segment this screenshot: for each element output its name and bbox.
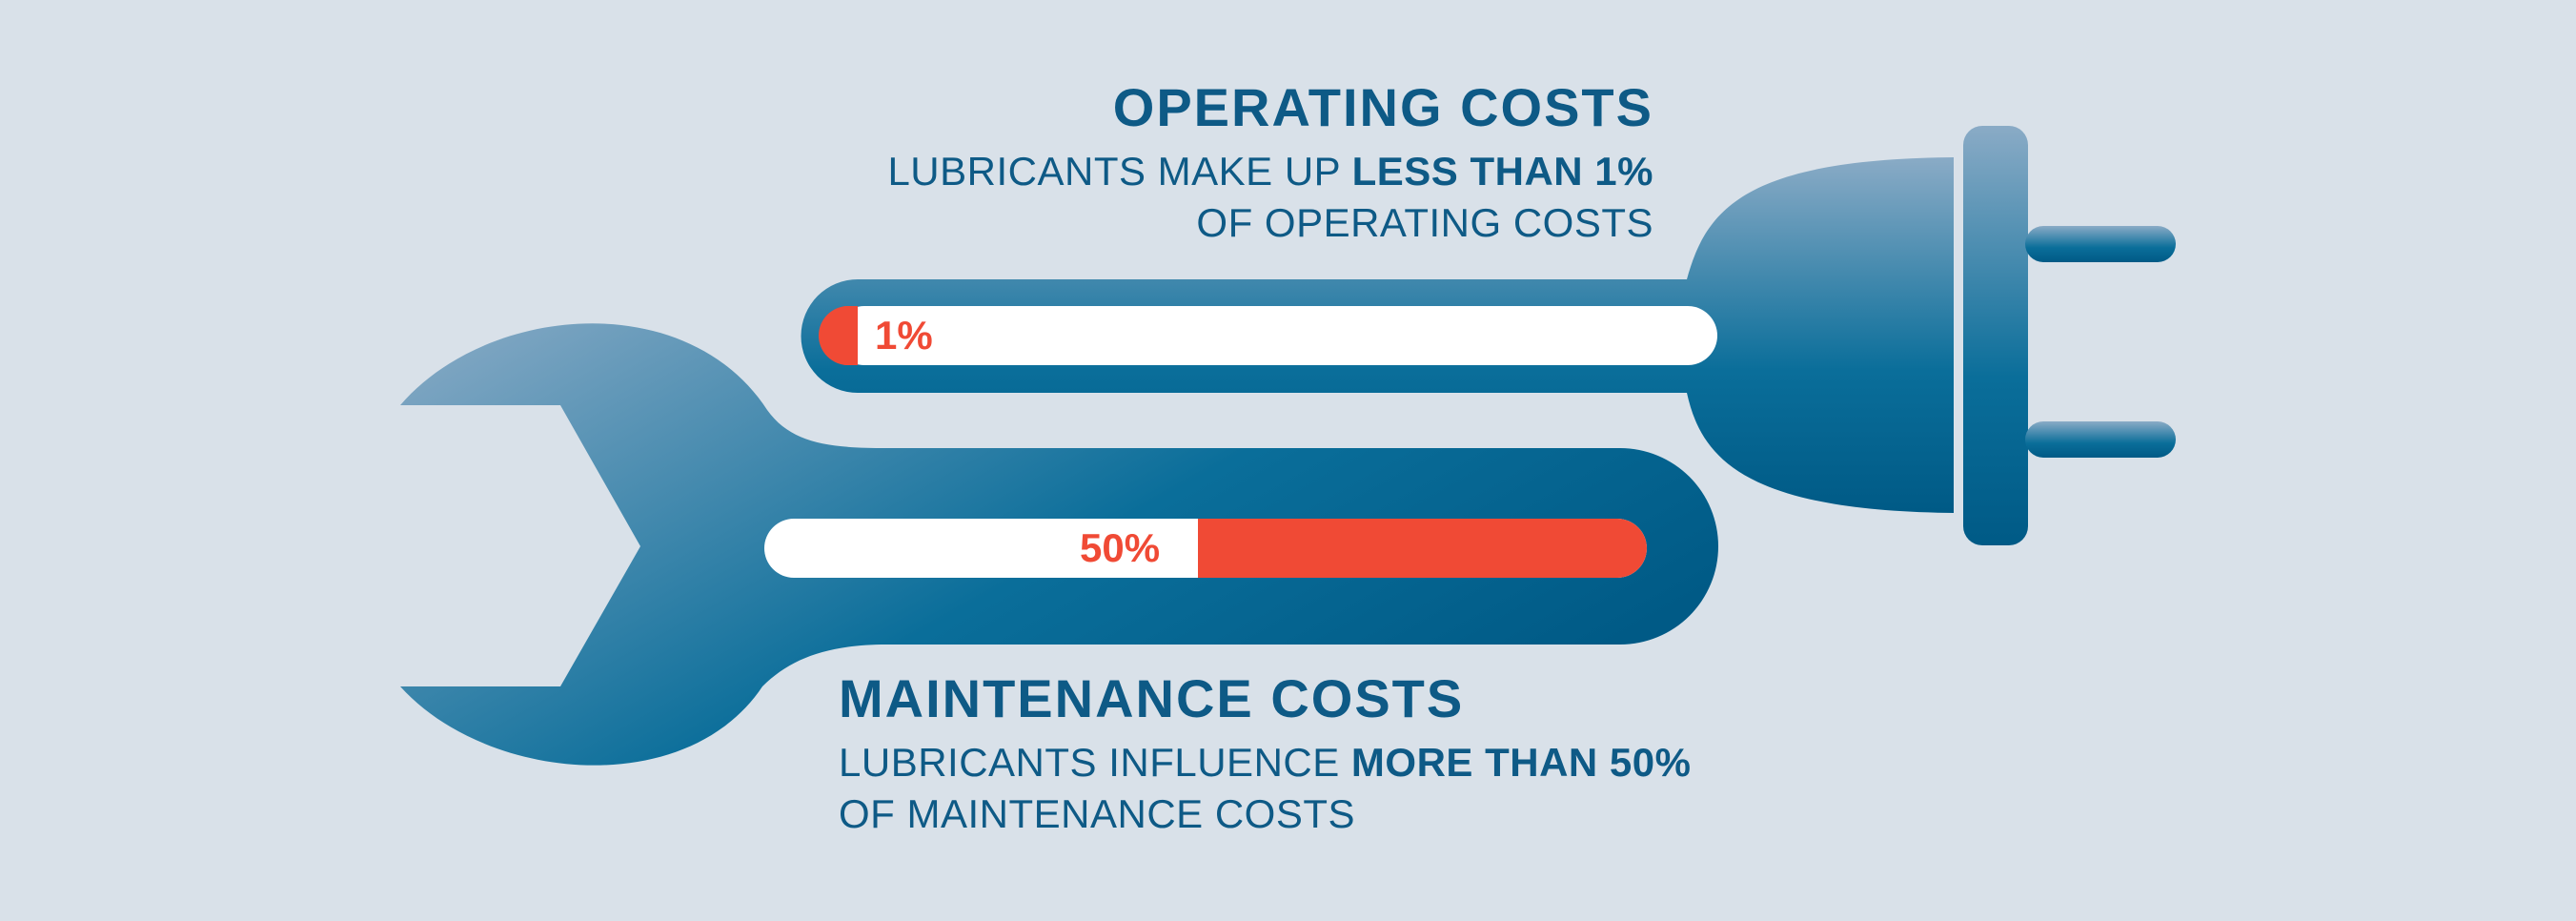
operating-line1-bold: LESS THAN 1%: [1351, 149, 1653, 194]
maintenance-title: MAINTENANCE COSTS: [839, 668, 1465, 728]
maintenance-bar-label: 50%: [1080, 525, 1161, 570]
maintenance-cost-bar: [764, 519, 1647, 578]
operating-bar-label: 1%: [875, 313, 933, 358]
operating-line1: LUBRICANTS MAKE UP LESS THAN 1%: [700, 146, 1653, 197]
maintenance-line1-bold: MORE THAN 50%: [1350, 740, 1692, 785]
operating-line1-prefix: LUBRICANTS MAKE UP: [887, 149, 1352, 194]
maintenance-line1-prefix: LUBRICANTS INFLUENCE: [839, 740, 1351, 785]
operating-cost-bar: [819, 306, 1717, 365]
operating-title: OPERATING COSTS: [1112, 77, 1653, 137]
maintenance-text-block: MAINTENANCE COSTS LUBRICANTS INFLUENCE M…: [839, 667, 1887, 840]
maintenance-line1: LUBRICANTS INFLUENCE MORE THAN 50%: [839, 737, 1887, 788]
maintenance-line2: OF MAINTENANCE COSTS: [839, 791, 1356, 836]
operating-line2: OF OPERATING COSTS: [1196, 200, 1653, 245]
operating-text-block: OPERATING COSTS LUBRICANTS MAKE UP LESS …: [700, 76, 1653, 249]
